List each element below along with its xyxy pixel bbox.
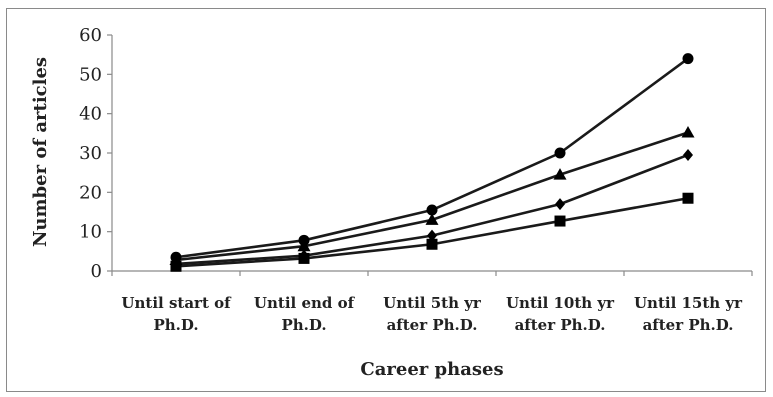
y-tick-label: 60 (79, 25, 102, 46)
data-point-circle (682, 53, 694, 65)
data-point-triangle (553, 168, 567, 180)
data-point-square (426, 238, 438, 250)
x-category-label: Until start of Ph.D. (121, 294, 232, 334)
data-point-circle (426, 204, 438, 216)
x-category-label: Until 5th yr after Ph.D. (383, 294, 482, 334)
data-point-triangle (681, 126, 695, 138)
x-category-label: Until 15th yr after Ph.D. (634, 294, 743, 334)
y-tick-label: 0 (91, 261, 102, 282)
x-category-label: Until end of Ph.D. (254, 294, 356, 334)
y-tick-label: 40 (79, 104, 102, 125)
series-markers (169, 53, 695, 272)
x-axis-title: Career phases (360, 359, 503, 380)
data-point-triangle (297, 239, 311, 252)
chart-frame: 0 10 20 30 40 50 60 Until start of Ph.D. Until e… (6, 8, 766, 392)
data-point-diamond (427, 229, 437, 242)
x-category-labels: Until start of Ph.D. Until end of Ph.D. Unti… (121, 294, 743, 334)
data-point-triangle (425, 213, 439, 225)
y-tick-label: 30 (79, 143, 102, 164)
data-point-square (554, 215, 566, 227)
y-tick-label: 50 (79, 64, 102, 85)
y-tick-label: 10 (79, 222, 102, 243)
y-tick-label: 20 (79, 182, 102, 203)
data-point-circle (554, 147, 566, 159)
line-chart: 0 10 20 30 40 50 60 Until start of Ph.D. Until e… (30, 25, 753, 380)
data-point-diamond (683, 148, 693, 161)
x-category-label: Until 10th yr after Ph.D. (506, 294, 615, 334)
data-point-square (298, 252, 310, 264)
data-point-square (170, 260, 182, 272)
y-axis-title: Number of articles (30, 57, 51, 247)
data-point-diamond (555, 198, 565, 211)
data-point-square (682, 192, 694, 204)
y-tick-labels: 0 10 20 30 40 50 60 (79, 25, 102, 282)
chart-axes (107, 34, 753, 276)
